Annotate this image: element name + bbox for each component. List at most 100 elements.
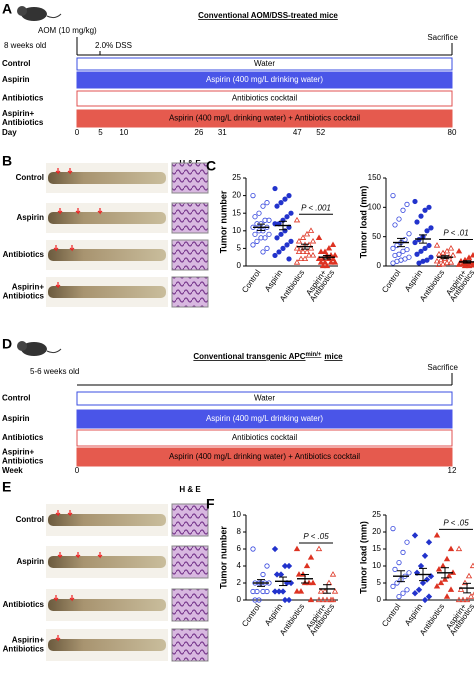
data-point bbox=[253, 215, 257, 219]
data-point bbox=[251, 547, 255, 551]
x-tick-label: Control bbox=[240, 602, 262, 628]
data-point bbox=[393, 223, 397, 227]
he-section bbox=[172, 546, 208, 578]
row-label: Aspirin+ bbox=[12, 636, 45, 645]
data-point bbox=[423, 208, 427, 212]
data-point bbox=[251, 193, 255, 197]
axis-tick-label: 31 bbox=[218, 128, 227, 137]
data-point bbox=[424, 577, 429, 582]
axis-tick-label: 5 bbox=[98, 128, 103, 137]
data-point bbox=[426, 540, 431, 545]
data-point bbox=[279, 200, 283, 204]
he-section bbox=[172, 163, 208, 193]
data-point bbox=[251, 243, 255, 247]
y-tick-label: 150 bbox=[368, 173, 382, 182]
data-point bbox=[281, 246, 285, 250]
data-point bbox=[265, 564, 269, 568]
colon bbox=[48, 286, 166, 298]
data-point bbox=[449, 260, 454, 264]
data-point bbox=[401, 249, 405, 253]
y-tick-label: 8 bbox=[237, 527, 242, 536]
y-tick-label: 6 bbox=[237, 544, 242, 553]
data-point bbox=[405, 540, 409, 544]
data-point bbox=[265, 200, 269, 204]
stain-header: H & E bbox=[179, 485, 201, 494]
colon bbox=[48, 639, 166, 651]
data-point bbox=[401, 591, 405, 595]
y-tick-label: 25 bbox=[372, 510, 381, 519]
y-tick-label: 100 bbox=[368, 202, 382, 211]
y-tick-label: 25 bbox=[232, 173, 241, 182]
he-section bbox=[172, 504, 208, 536]
row-label: Antibiotics bbox=[3, 292, 45, 301]
mouse-icon bbox=[17, 6, 27, 16]
data-point bbox=[401, 550, 405, 554]
data-point bbox=[317, 235, 322, 239]
data-point bbox=[261, 250, 265, 254]
data-point bbox=[441, 563, 446, 567]
row-label: Control bbox=[2, 59, 30, 68]
data-point bbox=[422, 597, 427, 602]
data-point bbox=[331, 572, 336, 576]
data-point bbox=[283, 197, 287, 201]
panel-label: A bbox=[2, 1, 12, 17]
data-point bbox=[417, 261, 421, 265]
row-label: Antibiotics bbox=[2, 457, 44, 466]
y-tick-label: 15 bbox=[232, 208, 241, 217]
row-label: Antibiotics bbox=[2, 433, 44, 442]
sacrifice-label: Sacrifice bbox=[427, 33, 458, 42]
data-point bbox=[311, 239, 316, 243]
data-point bbox=[405, 202, 409, 206]
data-point bbox=[413, 240, 417, 244]
treatment-text: Aspirin (400 mg/L drinking water) + Anti… bbox=[169, 114, 360, 123]
y-tick-label: 0 bbox=[237, 261, 242, 270]
y-tick-label: 5 bbox=[237, 244, 242, 253]
x-tick-label: Control bbox=[380, 602, 402, 628]
data-point bbox=[285, 243, 289, 247]
treatment-text: Antibiotics cocktail bbox=[232, 94, 298, 103]
panel-label: B bbox=[2, 153, 12, 169]
axis-tick-label: 12 bbox=[448, 466, 457, 475]
row-label: Aspirin+ bbox=[2, 448, 35, 457]
row-label: Aspirin bbox=[2, 75, 30, 84]
x-tick-label: Control bbox=[240, 268, 262, 294]
data-point bbox=[275, 204, 279, 208]
panel-label: E bbox=[2, 479, 11, 495]
data-point bbox=[287, 257, 291, 261]
y-tick-label: 10 bbox=[372, 561, 381, 570]
row-label: Control bbox=[16, 173, 44, 182]
p-value: P < .001 bbox=[301, 203, 331, 212]
data-point bbox=[427, 205, 431, 209]
y-tick-label: 0 bbox=[237, 595, 242, 604]
data-point bbox=[412, 533, 417, 538]
colon bbox=[48, 212, 166, 224]
data-point bbox=[391, 261, 395, 265]
row-label: Control bbox=[2, 394, 30, 403]
colon bbox=[48, 172, 166, 184]
y-tick-label: 10 bbox=[232, 226, 241, 235]
mouse-icon bbox=[47, 14, 61, 18]
data-point bbox=[331, 242, 336, 246]
data-point bbox=[412, 591, 417, 596]
data-point bbox=[317, 546, 322, 550]
data-point bbox=[457, 249, 462, 253]
age-label: 5-6 weeks old bbox=[30, 367, 79, 376]
data-point bbox=[327, 580, 332, 584]
data-point bbox=[393, 567, 397, 571]
data-point bbox=[427, 243, 431, 247]
panel-label: F bbox=[206, 496, 215, 512]
axis-tick-label: 26 bbox=[194, 128, 203, 137]
treatment-text: Aspirin (400 mg/L drinking water) bbox=[206, 414, 323, 423]
data-point bbox=[467, 574, 472, 578]
data-point bbox=[429, 226, 433, 230]
y-tick-label: 2 bbox=[237, 578, 242, 587]
data-point bbox=[429, 255, 433, 259]
data-point bbox=[449, 546, 454, 550]
y-tick-label: 15 bbox=[372, 544, 381, 553]
y-axis-label: Tumor number bbox=[218, 190, 228, 253]
data-point bbox=[297, 572, 302, 576]
x-tick-label: Aspirin bbox=[263, 602, 284, 627]
title-end: mice bbox=[324, 352, 343, 361]
he-section bbox=[172, 240, 208, 270]
